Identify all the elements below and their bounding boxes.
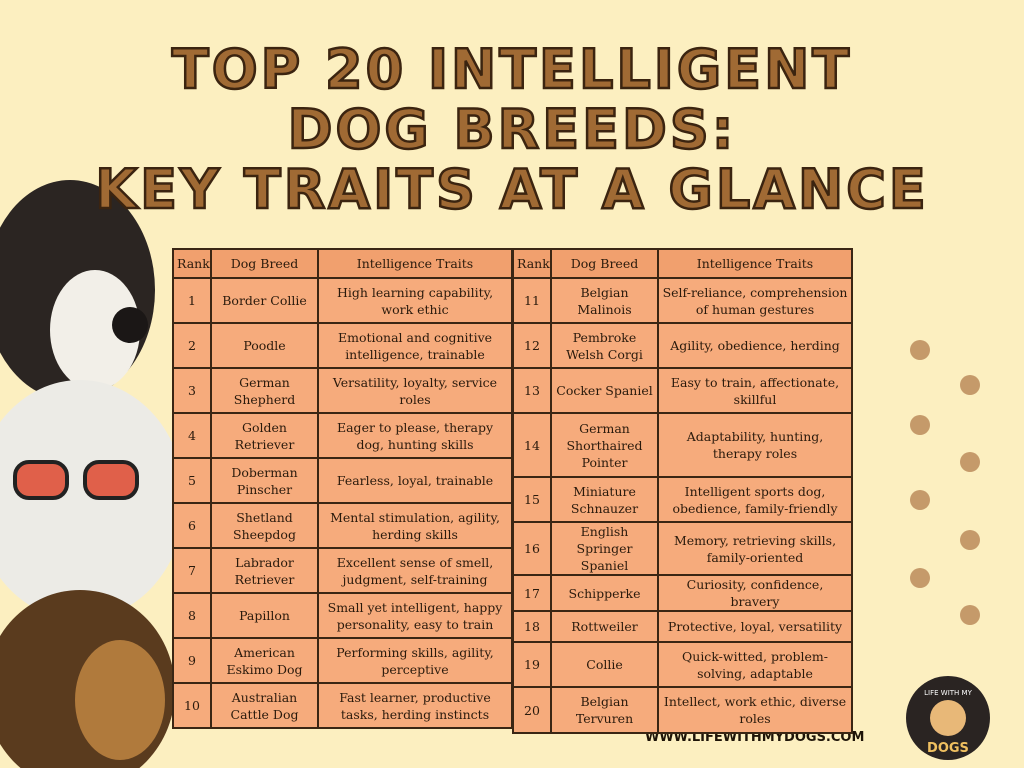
traits-cell: High learning capability, work ethic <box>317 277 513 324</box>
logo-top: LIFE WITH MY <box>924 689 972 697</box>
column-header: Rank <box>512 248 552 279</box>
breed-table: Rank Dog Breed Intelligence Traits 11 Belgia… <box>512 248 853 734</box>
breed-cell: Papillon <box>210 592 319 639</box>
column-header: Intelligence Traits <box>317 248 513 279</box>
rank-cell: 11 <box>512 277 552 324</box>
title-line: TOP 20 INTELLIGENT <box>171 38 853 101</box>
rank-cell: 3 <box>172 367 212 414</box>
rank-cell: 20 <box>512 686 552 734</box>
breed-cell: English Springer Spaniel <box>550 521 659 576</box>
table-row: 6 Shetland Sheepdog Mental stimulation, ag… <box>172 502 513 549</box>
rank-cell: 10 <box>172 682 212 729</box>
rank-cell: 18 <box>512 610 552 643</box>
breed-cell: Australian Cattle Dog <box>210 682 319 729</box>
traits-cell: Adaptability, hunting, therapy roles <box>657 412 853 478</box>
column-header: Intelligence Traits <box>657 248 853 279</box>
table-row: 2 Poodle Emotional and cognitive intellige… <box>172 322 513 369</box>
rank-cell: 8 <box>172 592 212 639</box>
breed-cell: American Eskimo Dog <box>210 637 319 684</box>
breed-cell: German Shorthaired Pointer <box>550 412 659 478</box>
column-header: Rank <box>172 248 212 279</box>
traits-cell: Fearless, loyal, trainable <box>317 457 513 504</box>
table-row: 10 Australian Cattle Dog Fast learner, pro… <box>172 682 513 729</box>
breed-cell: Poodle <box>210 322 319 369</box>
table-row: 8 Papillon Small yet intelligent, happy pe… <box>172 592 513 639</box>
table-row: 7 Labrador Retriever Excellent sense of sm… <box>172 547 513 594</box>
traits-cell: Quick-witted, problem-solving, adaptable <box>657 641 853 688</box>
traits-cell: Performing skills, agility, perceptive <box>317 637 513 684</box>
website: WWW.LIFEWITHMYDOGS.COM <box>645 730 865 745</box>
rank-cell: 5 <box>172 457 212 504</box>
table-row: 4 Golden Retriever Eager to please, therap… <box>172 412 513 459</box>
traits-cell: Protective, loyal, versatility <box>657 610 853 643</box>
traits-cell: Intelligent sports dog, obedience, famil… <box>657 476 853 523</box>
table-row: 17 Schipperke Curiosity, confidence, brave… <box>512 574 853 612</box>
breed-cell: Labrador Retriever <box>210 547 319 594</box>
breed-cell: Belgian Tervuren <box>550 686 659 734</box>
rank-cell: 1 <box>172 277 212 324</box>
rank-cell: 7 <box>172 547 212 594</box>
rank-cell: 13 <box>512 367 552 414</box>
table-row: 19 Collie Quick-witted, problem-solving, a… <box>512 641 853 688</box>
traits-cell: Fast learner, productive tasks, herding … <box>317 682 513 729</box>
table-row: 1 Border Collie High learning capability, … <box>172 277 513 324</box>
breed-cell: Belgian Malinois <box>550 277 659 324</box>
traits-cell: Excellent sense of smell, judgment, self… <box>317 547 513 594</box>
header-row: Rank Dog Breed Intelligence Traits <box>172 248 513 279</box>
table-row: 20 Belgian Tervuren Intellect, work ethic,… <box>512 686 853 734</box>
breed-cell: Schipperke <box>550 574 659 612</box>
breed-cell: Pembroke Welsh Corgi <box>550 322 659 369</box>
traits-cell: Small yet intelligent, happy personality… <box>317 592 513 639</box>
rank-cell: 16 <box>512 521 552 576</box>
rank-cell: 2 <box>172 322 212 369</box>
rank-cell: 17 <box>512 574 552 612</box>
traits-cell: Curiosity, confidence, bravery <box>657 574 853 612</box>
breed-cell: Golden Retriever <box>210 412 319 459</box>
traits-cell: Self-reliance, comprehension of human ge… <box>657 277 853 324</box>
column-header: Dog Breed <box>210 248 319 279</box>
table-row: 13 Cocker Spaniel Easy to train, affection… <box>512 367 853 414</box>
table-row: 3 German Shepherd Versatility, loyalty, se… <box>172 367 513 414</box>
rank-cell: 4 <box>172 412 212 459</box>
column-header: Dog Breed <box>550 248 659 279</box>
traits-cell: Versatility, loyalty, service roles <box>317 367 513 414</box>
traits-cell: Easy to train, affectionate, skillful <box>657 367 853 414</box>
traits-cell: Memory, retrieving skills, family-orient… <box>657 521 853 576</box>
traits-cell: Agility, obedience, herding <box>657 322 853 369</box>
rank-cell: 19 <box>512 641 552 688</box>
breed-cell: Doberman Pinscher <box>210 457 319 504</box>
rank-cell: 12 <box>512 322 552 369</box>
rank-cell: 14 <box>512 412 552 478</box>
table-row: 18 Rottweiler Protective, loyal, versatili… <box>512 610 853 643</box>
rank-cell: 6 <box>172 502 212 549</box>
table-row: 5 Doberman Pinscher Fearless, loyal, train… <box>172 457 513 504</box>
breed-cell: Rottweiler <box>550 610 659 643</box>
traits-cell: Mental stimulation, agility, herding ski… <box>317 502 513 549</box>
table-row: 15 Miniature Schnauzer Intelligent sports … <box>512 476 853 523</box>
title-line: DOG BREEDS: <box>286 98 737 161</box>
logo-bottom: DOGS <box>927 741 969 756</box>
table-row: 9 American Eskimo Dog Performing skills, a… <box>172 637 513 684</box>
table-row: 11 Belgian Malinois Self-reliance, compreh… <box>512 277 853 324</box>
title-line: KEY TRAITS AT A GLANCE <box>94 158 929 221</box>
breed-cell: Miniature Schnauzer <box>550 476 659 523</box>
table-row: 12 Pembroke Welsh Corgi Agility, obedience… <box>512 322 853 369</box>
header-row: Rank Dog Breed Intelligence Traits <box>512 248 853 279</box>
rank-cell: 15 <box>512 476 552 523</box>
traits-cell: Intellect, work ethic, diverse roles <box>657 686 853 734</box>
traits-cell: Eager to please, therapy dog, hunting sk… <box>317 412 513 459</box>
table-row: 14 German Shorthaired Pointer Adaptability… <box>512 412 853 478</box>
rank-cell: 9 <box>172 637 212 684</box>
breed-cell: Collie <box>550 641 659 688</box>
breed-table: Rank Dog Breed Intelligence Traits 1 Border … <box>172 248 513 729</box>
breed-cell: Shetland Sheepdog <box>210 502 319 549</box>
breed-cell: Border Collie <box>210 277 319 324</box>
breed-cell: Cocker Spaniel <box>550 367 659 414</box>
breed-cell: German Shepherd <box>210 367 319 414</box>
table-row: 16 English Springer Spaniel Memory, retrie… <box>512 521 853 576</box>
traits-cell: Emotional and cognitive intelligence, tr… <box>317 322 513 369</box>
